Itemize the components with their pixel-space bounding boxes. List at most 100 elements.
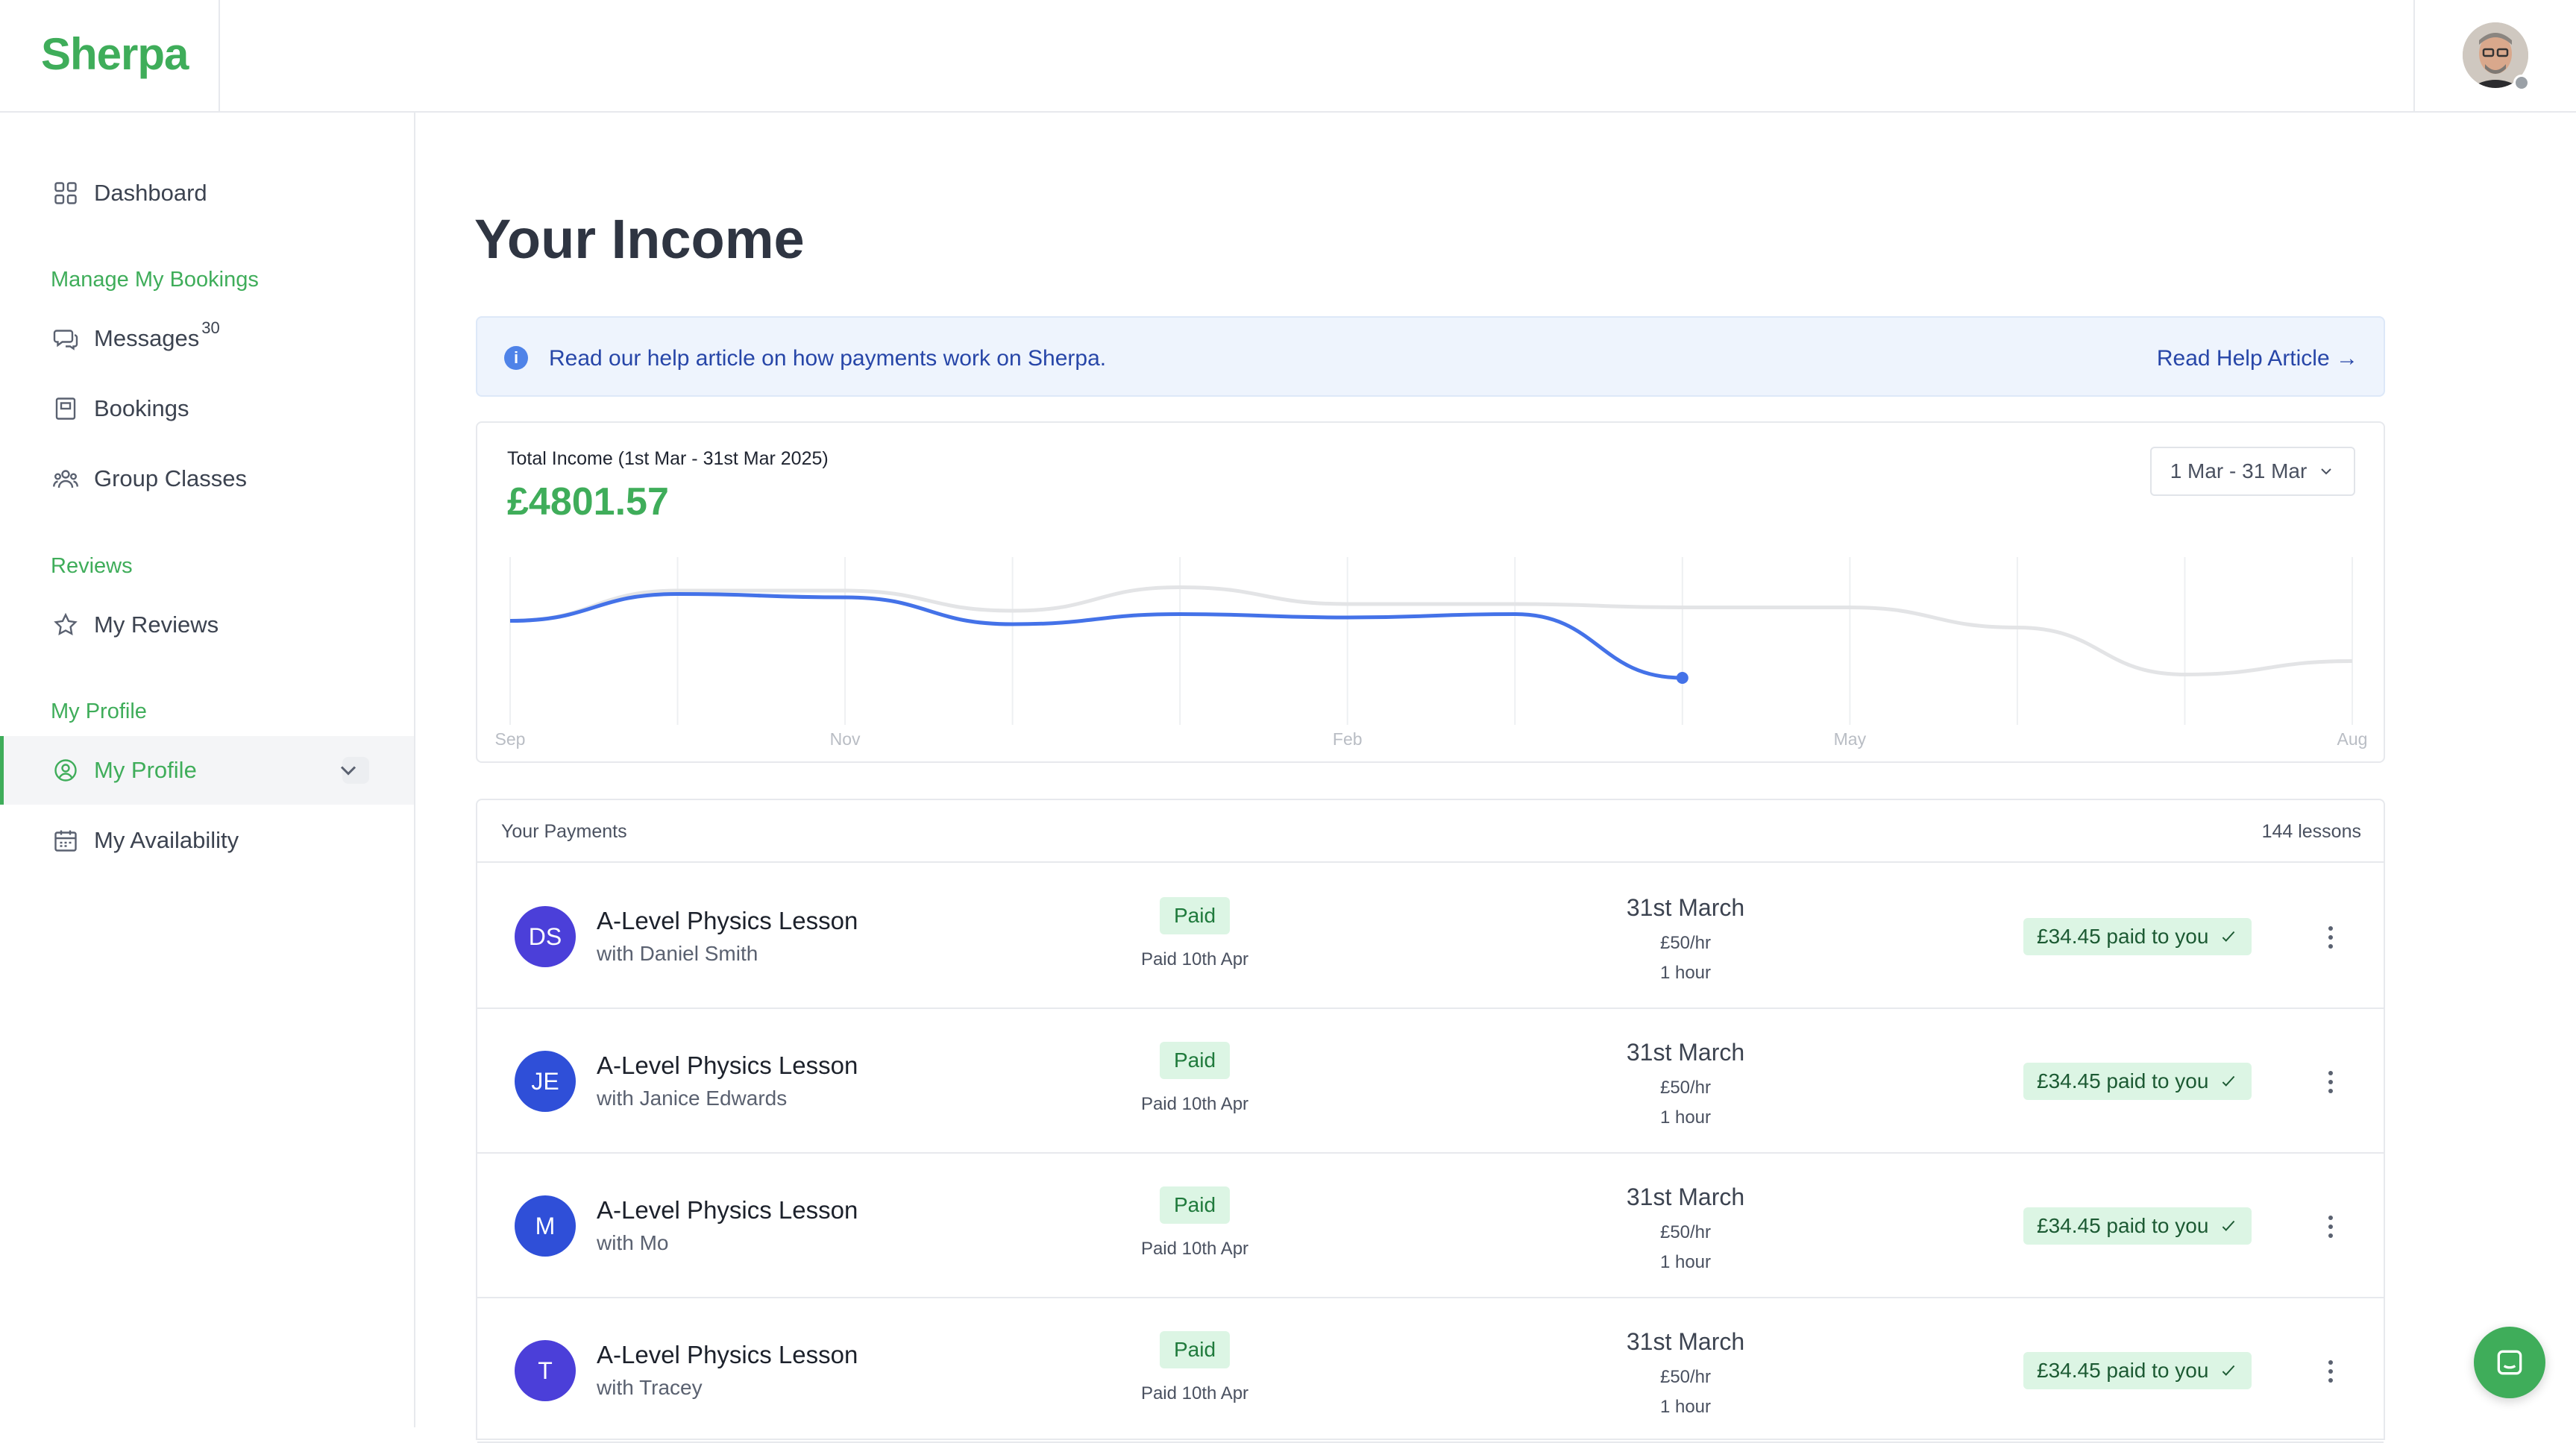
more-vertical-icon (2328, 926, 2333, 949)
sidebar-item-label: My Profile (94, 757, 197, 783)
sherpa-logo[interactable]: Sherpa (41, 29, 189, 79)
x-tick-label: Sep (495, 729, 526, 749)
sidebar-item-label: Messages (94, 325, 200, 351)
paid-date: Paid 10th Apr (1140, 1239, 1249, 1259)
lesson-duration: 1 hour (1659, 1397, 1712, 1417)
current-point-marker[interactable] (1676, 672, 1688, 684)
payments-title: Your Payments (501, 821, 627, 842)
sidebar-item-label: Dashboard (94, 180, 207, 206)
status-indicator (2513, 75, 2530, 91)
student-name: with Tracey (597, 1376, 703, 1399)
avatar[interactable] (2463, 22, 2528, 88)
lesson-duration: 1 hour (1659, 1252, 1712, 1272)
student-avatar: T (515, 1340, 576, 1401)
lesson-date: 31st March (1626, 1328, 1745, 1355)
info-icon: i (504, 346, 528, 370)
section-manage-bookings: Manage My Bookings (51, 268, 259, 292)
help-banner-text: Read our help article on how payments wo… (549, 346, 1107, 371)
x-tick-label: May (1834, 729, 1867, 749)
total-income-label: Total Income (1st Mar - 31st Mar 2025) (507, 448, 829, 469)
check-icon (2222, 1075, 2235, 1087)
check-icon (2222, 1365, 2235, 1376)
sidebar-item-my-profile[interactable]: My Profile (0, 736, 414, 805)
status-badge: Paid (1160, 1331, 1230, 1368)
student-name: with Daniel Smith (597, 942, 758, 965)
amount-text: £34.45 paid to you (2037, 1069, 2209, 1093)
lesson-date: 31st March (1626, 1039, 1745, 1066)
sidebar-item-my-availability[interactable]: My Availability (0, 806, 414, 875)
amount-badge: £34.45 paid to you (2023, 1207, 2252, 1245)
table-row[interactable]: DS A-Level Physics Lesson with Daniel Smit… (477, 864, 2384, 1009)
total-income-value: £4801.57 (507, 480, 669, 524)
chat-button[interactable] (2474, 1327, 2545, 1398)
date-range-value: 1 Mar - 31 Mar (2170, 459, 2308, 482)
sidebar-item-dashboard[interactable]: Dashboard (0, 159, 414, 227)
star-icon (54, 612, 78, 636)
income-series-line (509, 591, 1683, 680)
amount-badge: £34.45 paid to you (2023, 1352, 2252, 1389)
lesson-date: 31st March (1626, 1183, 1745, 1210)
sidebar-item-label: Bookings (94, 395, 189, 421)
check-icon (2222, 931, 2235, 942)
hourly-rate: £50/hr (1659, 933, 1712, 953)
sidebar-item-messages[interactable]: Messages 30 (0, 304, 414, 373)
user-menu[interactable] (2413, 0, 2576, 113)
sidebar-item-bookings[interactable]: Bookings (0, 374, 414, 443)
chevron-down-icon (2321, 468, 2332, 475)
expand-profile-button[interactable] (340, 757, 369, 784)
chevron-down-icon (340, 766, 356, 776)
user-circle-icon (54, 759, 77, 782)
sidebar-item-my-reviews[interactable]: My Reviews (0, 591, 414, 659)
table-row[interactable]: T A-Level Physics Lesson with Tracey Paid Pa… (477, 1298, 2384, 1443)
read-help-article-link[interactable]: Read Help Article → (2156, 346, 2358, 371)
sidebar-item-label: My Reviews (94, 612, 219, 638)
status-badge: Paid (1160, 897, 1230, 934)
top-bar: Sherpa (0, 0, 2576, 113)
help-banner: i Read our help article on how payments … (476, 316, 2385, 397)
row-menu-button[interactable] (2316, 1210, 2346, 1243)
lessons-count: 144 lessons (2261, 821, 2361, 842)
book-icon (55, 397, 76, 420)
status-badge: Paid (1160, 1042, 1230, 1079)
lesson-duration: 1 hour (1659, 1107, 1712, 1128)
row-menu-button[interactable] (2316, 921, 2346, 954)
section-reviews: Reviews (51, 554, 133, 578)
amount-text: £34.45 paid to you (2037, 1359, 2209, 1382)
lesson-title: A-Level Physics Lesson (597, 1051, 858, 1079)
x-tick-label: Aug (2337, 729, 2368, 749)
paid-date: Paid 10th Apr (1140, 1383, 1249, 1403)
amount-text: £34.45 paid to you (2037, 925, 2209, 948)
status-badge: Paid (1160, 1186, 1230, 1224)
hourly-rate: £50/hr (1659, 1367, 1712, 1387)
lesson-title: A-Level Physics Lesson (597, 1196, 858, 1224)
sidebar-item-group-classes[interactable]: Group Classes (0, 444, 414, 513)
hourly-rate: £50/hr (1659, 1222, 1712, 1242)
amount-text: £34.45 paid to you (2037, 1214, 2209, 1237)
income-line-chart: Sep Nov Feb May Aug (495, 557, 2368, 749)
lesson-duration: 1 hour (1659, 963, 1712, 983)
student-name: with Mo (597, 1231, 669, 1254)
hourly-rate: £50/hr (1659, 1078, 1712, 1098)
row-menu-button[interactable] (2316, 1066, 2346, 1098)
income-chart-card: Total Income (1st Mar - 31st Mar 2025) £… (476, 421, 2385, 763)
table-row[interactable]: JE A-Level Physics Lesson with Janice Edwa… (477, 1009, 2384, 1154)
lesson-title: A-Level Physics Lesson (597, 1341, 858, 1368)
group-icon (53, 470, 78, 488)
payments-header: Your Payments 144 lessons (477, 800, 2384, 863)
date-range-select[interactable]: 1 Mar - 31 Mar (2150, 447, 2355, 496)
lesson-title: A-Level Physics Lesson (597, 907, 858, 934)
calendar-icon (54, 830, 77, 852)
sidebar: Dashboard Manage My Bookings Messages 30… (0, 113, 415, 1427)
check-icon (2222, 1220, 2235, 1231)
amount-badge: £34.45 paid to you (2023, 1063, 2252, 1100)
messages-icon (53, 330, 78, 350)
sidebar-item-label: My Availability (94, 827, 239, 853)
sidebar-item-label: Group Classes (94, 465, 248, 491)
row-menu-button[interactable] (2316, 1355, 2346, 1388)
more-vertical-icon (2328, 1071, 2333, 1093)
logo-cell: Sherpa (0, 0, 220, 113)
table-row[interactable]: M A-Level Physics Lesson with Mo Paid Paid 1… (477, 1154, 2384, 1298)
chat-icon (2497, 1350, 2522, 1375)
amount-badge: £34.45 paid to you (2023, 918, 2252, 955)
more-vertical-icon (2328, 1360, 2333, 1383)
